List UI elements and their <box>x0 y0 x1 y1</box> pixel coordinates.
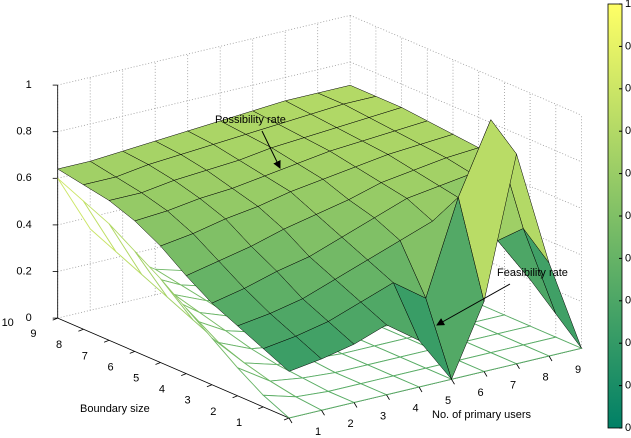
x-tick-label: 3 <box>380 410 386 422</box>
surface-face <box>262 335 322 372</box>
colorbar-tick-label: 0.8 <box>625 83 631 95</box>
colorbar: 0 0.1 0.2 0.3 0.4 0.5 0.6 0.7 0.8 0.9 1 <box>607 0 631 434</box>
grid-line <box>57 61 351 133</box>
y-tick-label: 4 <box>159 384 165 396</box>
annotation: Feasibility rate <box>497 267 568 279</box>
x-tick-label: 1 <box>315 426 321 438</box>
x-tick <box>483 371 488 377</box>
y-tick-label: 10 <box>2 317 14 329</box>
x-tick-label: 4 <box>412 403 418 415</box>
x-tick <box>516 363 520 369</box>
y-tick <box>52 317 58 321</box>
mesh-face <box>262 394 323 419</box>
x-tick <box>548 355 553 362</box>
y-tick <box>206 384 213 388</box>
y-tick-label: 6 <box>107 361 113 373</box>
x-tick-label: 7 <box>510 379 516 391</box>
x-tick-label: 2 <box>347 418 353 430</box>
x-tick <box>288 417 293 424</box>
z-tick-label: 0 <box>26 312 32 324</box>
x-tick <box>321 410 325 416</box>
x-tick <box>386 394 390 400</box>
annotation-arrow <box>261 130 281 169</box>
z-tick-label: 0.6 <box>16 172 31 184</box>
y-tick <box>283 417 290 421</box>
colorbar-tick-label: 0.9 <box>625 40 631 52</box>
y-tick <box>258 406 264 410</box>
z-tick-label: 0.2 <box>16 265 31 277</box>
y-tick-label: 9 <box>30 328 36 340</box>
annotation: Possibility rate <box>215 114 286 126</box>
colorbar-tick-label: 0.5 <box>625 210 631 222</box>
y-tick-label: 3 <box>185 395 191 407</box>
x-tick-label: 8 <box>542 372 548 384</box>
colorbar-tick-label: 0.7 <box>625 125 631 137</box>
z-tick-label: 1 <box>26 79 32 91</box>
z-tick-label: 0.4 <box>16 219 31 231</box>
y-tick <box>181 373 187 376</box>
y-tick <box>78 328 84 332</box>
colorbar-tick-label: 0.1 <box>625 380 631 392</box>
x-tick <box>418 386 423 393</box>
y-axis-label: Boundary size <box>80 403 150 415</box>
x-tick-label: 5 <box>445 395 451 407</box>
y-tick-label: 8 <box>56 339 62 351</box>
y-tick-label: 1 <box>236 417 242 429</box>
colorbar-tick-label: 0.6 <box>625 168 631 180</box>
surfaces <box>57 84 583 419</box>
colorbar-tick-label: 0 <box>625 422 631 434</box>
x-tick <box>353 402 358 408</box>
y-axis <box>57 317 290 419</box>
y-tick <box>129 351 135 354</box>
y-tick <box>103 339 110 343</box>
x-tick-label: 6 <box>477 387 483 399</box>
x-tick <box>451 379 455 385</box>
y-tick-label: 7 <box>82 350 88 362</box>
colorbar-tick-label: 0.2 <box>625 337 631 349</box>
colorbar-tick-label: 0.3 <box>625 295 631 307</box>
colorbar-tick-label: 1 <box>625 0 631 10</box>
x-axis-label: No. of primary users <box>432 409 532 421</box>
y-tick-label: 2 <box>210 406 216 418</box>
y-tick-label: 5 <box>133 373 139 385</box>
y-tick <box>232 395 238 399</box>
x-tick-label: 9 <box>575 364 581 376</box>
colorbar-tick-label: 0.4 <box>625 252 631 264</box>
y-tick <box>155 362 161 365</box>
grid-line <box>57 14 351 86</box>
labels: 0 0.2 0.4 0.6 0.8 1 1 2 3 4 5 6 7 8 9 1 2 3 4 5 6 7 8 9 10 <box>2 79 581 438</box>
z-tick-label: 0.8 <box>16 126 31 138</box>
annotation-arrow <box>436 283 511 326</box>
